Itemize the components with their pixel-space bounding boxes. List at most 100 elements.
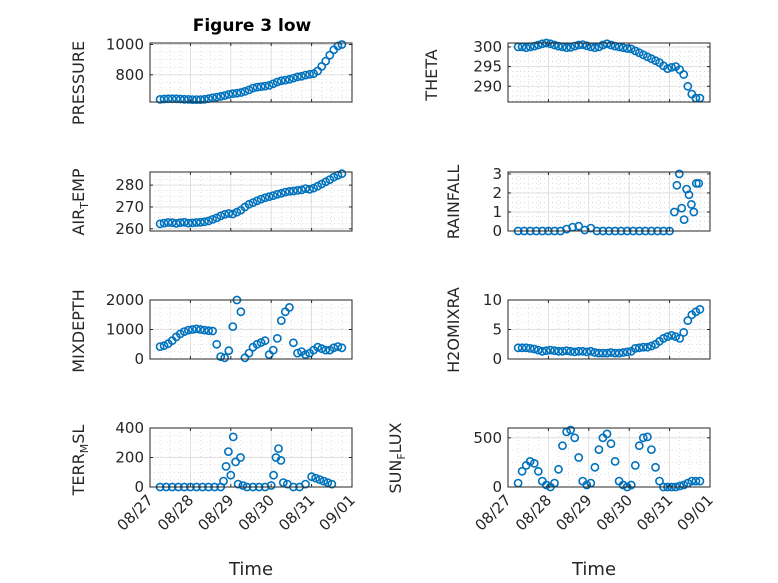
data-point: [192, 95, 201, 104]
data-point: [574, 453, 584, 462]
data-point: [638, 433, 648, 443]
data-point: [610, 348, 620, 358]
data-point: [590, 348, 600, 357]
data-point: [284, 74, 294, 84]
data-point: [219, 476, 228, 486]
data-point: [196, 325, 205, 334]
data-point: [333, 41, 343, 51]
data-point: [187, 95, 197, 104]
data-point: [590, 43, 600, 53]
data-point: [280, 187, 290, 197]
h2omixra-panel: 0 5 10: [483, 291, 711, 368]
data-point: [602, 39, 612, 49]
data-point: [533, 40, 543, 50]
data-point: [513, 343, 523, 353]
data-point: [537, 39, 547, 49]
data-point: [550, 40, 559, 50]
data-point: [618, 43, 628, 53]
air-temp-ylabel: AIRTEMP: [69, 168, 91, 235]
data-point: [155, 342, 165, 351]
y-tick-label: 280: [115, 176, 144, 194]
data-point: [228, 209, 238, 219]
data-point: [288, 186, 298, 196]
data-point: [674, 169, 684, 179]
data-point: [208, 214, 217, 224]
data-point: [659, 333, 668, 343]
data-point: [638, 50, 648, 60]
data-point: [679, 70, 689, 79]
data-point: [204, 216, 213, 226]
data-point: [562, 43, 571, 53]
data-point: [630, 343, 640, 353]
data-point: [233, 479, 243, 489]
data-point: [558, 346, 567, 356]
y-tick-label: 0: [492, 478, 502, 496]
data-point: [622, 44, 632, 53]
data-point: [679, 215, 689, 224]
data-point: [554, 464, 563, 474]
data-point: [159, 94, 169, 104]
data-point: [687, 199, 696, 209]
mixdepth-ylabel: MIXDEPTH: [69, 289, 88, 372]
data-point: [323, 478, 333, 487]
data-point: [179, 217, 189, 227]
x-tick-label: 08/30: [235, 491, 278, 534]
data-point: [200, 94, 209, 104]
data-point: [525, 456, 535, 466]
data-point: [618, 480, 628, 490]
data-point: [317, 344, 327, 354]
data-point: [216, 352, 226, 361]
data-point: [578, 40, 588, 49]
data-point: [598, 348, 608, 358]
data-point: [602, 348, 612, 358]
data-point: [159, 341, 169, 351]
data-point: [594, 348, 604, 358]
x-tick-label: 08/29: [552, 491, 595, 534]
data-point: [187, 218, 197, 228]
terr-msl-ylabel: TERRMSL: [69, 425, 91, 497]
data-point: [288, 73, 298, 83]
data-point: [529, 344, 539, 354]
data-point: [256, 194, 266, 204]
data-point: [192, 324, 201, 334]
data-point: [307, 472, 316, 482]
data-point: [216, 92, 226, 101]
y-tick-label: 200: [115, 449, 144, 467]
data-point: [622, 347, 632, 357]
data-point: [626, 480, 636, 490]
data-point: [293, 185, 302, 195]
data-point: [228, 322, 238, 331]
air-temp-panel: 260 270 280: [115, 169, 353, 238]
data-point: [187, 325, 197, 334]
data-point: [647, 341, 656, 351]
data-point: [155, 95, 165, 104]
y-tick-label: 10: [483, 291, 502, 309]
data-point: [574, 221, 584, 231]
data-point: [546, 345, 555, 355]
axes-box: [507, 171, 711, 232]
data-point: [196, 217, 205, 227]
data-point: [204, 326, 213, 336]
data-point: [315, 475, 325, 484]
data-point: [517, 466, 527, 476]
data-point: [171, 218, 181, 228]
pressure-panel: 800 1000: [106, 36, 353, 104]
data-point: [537, 346, 547, 356]
data-point: [240, 87, 250, 96]
data-point: [288, 338, 298, 348]
data-point: [319, 476, 329, 486]
data-point: [574, 346, 584, 356]
y-tick-label: 3: [492, 165, 502, 183]
rainfall-ylabel: RAINFALL: [444, 165, 463, 240]
data-point: [529, 458, 539, 468]
y-tick-label: 260: [115, 220, 144, 238]
data-point: [252, 82, 262, 92]
data-point: [570, 433, 580, 443]
h2omixra-ylabel: H2OMIXRA: [444, 287, 463, 373]
data-point: [248, 83, 258, 93]
data-point: [687, 476, 697, 486]
data-point: [329, 172, 339, 182]
data-point: [280, 75, 290, 85]
